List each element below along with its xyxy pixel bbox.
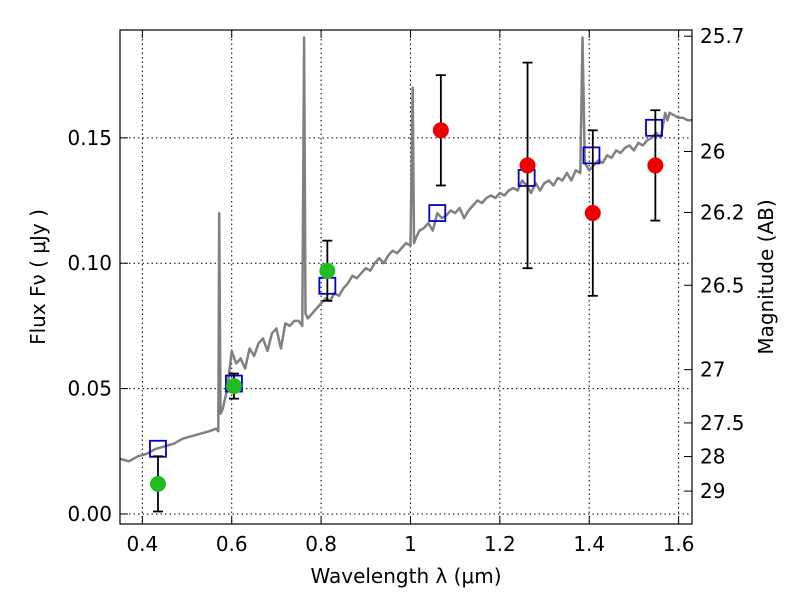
x-tick-label: 0.4 — [126, 532, 158, 556]
model-photometry-point — [428, 204, 447, 222]
y-right-tick-label: 25.7 — [700, 24, 745, 48]
model-photometry-point — [645, 118, 663, 137]
y-right-tick-label: 28 — [700, 445, 725, 469]
y-right-tick-label: 26 — [700, 140, 725, 164]
y-right-tick-label: 27.5 — [700, 411, 745, 435]
y-tick-label: 0.15 — [67, 126, 112, 150]
y-right-tick-label: 26.2 — [700, 200, 745, 224]
tick-layer: 0.4 0.6 0.8 1 1.2 1.4 1.6 0.00 0.05 0.10 0.15 25.7 2… — [67, 24, 744, 556]
observed-photometry-point — [647, 157, 664, 174]
model-photometry-point — [582, 146, 601, 165]
y-right-tick-label: 29 — [700, 479, 725, 503]
x-tick-label: 1.6 — [663, 532, 695, 556]
observed-photometry-point — [319, 262, 336, 279]
y-tick-label: 0.05 — [67, 377, 112, 401]
observed-photometry-point — [225, 378, 242, 395]
observed-photometry-point — [149, 475, 166, 492]
y-axis-right-title: Magnitude (AB) — [754, 199, 778, 354]
observed-photometry-point — [432, 122, 449, 139]
plot-frame — [119, 29, 693, 525]
series-layer — [120, 36, 692, 513]
y-right-tick-label: 27 — [700, 358, 725, 382]
observed-photometry-point — [519, 157, 536, 174]
observed-photometry-point — [584, 205, 601, 222]
x-tick-label: 1.4 — [573, 532, 605, 556]
x-tick-label: 1.2 — [484, 532, 516, 556]
y-right-tick-label: 26.5 — [700, 273, 745, 297]
plot-area — [120, 36, 692, 513]
y-tick-label: 0.10 — [67, 251, 112, 275]
x-axis-title: Wavelength λ (μm) — [310, 564, 501, 588]
x-tick-label: 1 — [404, 532, 417, 556]
x-tick-label: 0.6 — [216, 532, 248, 556]
grid-layer — [120, 30, 692, 524]
x-tick-label: 0.8 — [305, 532, 337, 556]
y-tick-label: 0.00 — [67, 502, 112, 526]
spectrum-line — [120, 36, 692, 463]
y-axis-title: Flux Fν ( μJy ) — [26, 209, 50, 345]
